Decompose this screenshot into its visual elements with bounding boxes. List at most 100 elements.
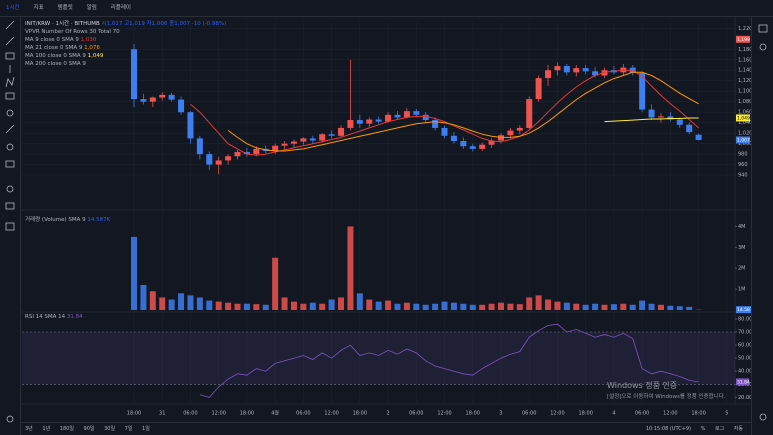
ma-legend-row: MA 200 close 0 SMA 9: [25, 60, 226, 68]
log[interactable]: 로그: [715, 426, 725, 432]
interval[interactable]: 1시간: [6, 5, 20, 11]
range[interactable]: 3년: [25, 426, 33, 432]
tool-icon[interactable]: [6, 415, 14, 423]
x-tick-label: 3: [499, 411, 502, 417]
toolbar-item[interactable]: 지표: [33, 5, 44, 11]
volume-bar: [272, 257, 279, 310]
y-tick-label: 1,020: [738, 131, 751, 137]
panel-icon[interactable]: [759, 43, 767, 51]
volume-bar: [563, 302, 570, 310]
ma-value: 1,030: [80, 37, 97, 43]
rsi-tick-label: 60.00: [738, 343, 751, 349]
volume-bar: [469, 304, 476, 310]
price-badge-label: 1,049: [737, 115, 750, 121]
volume-bar: [178, 293, 185, 310]
ma-name: MA 100 close 0 SMA 9: [25, 53, 86, 59]
volume-bar: [262, 304, 269, 310]
volume-last: 14.587K: [87, 217, 111, 223]
auto[interactable]: 자동: [733, 426, 743, 432]
volume-bar: [385, 300, 392, 310]
candle-body: [290, 141, 297, 144]
tool-icon[interactable]: [6, 109, 14, 117]
volume-bar: [545, 299, 552, 310]
x-tick-label: 12:00: [663, 411, 677, 417]
tool-icon[interactable]: [6, 143, 14, 151]
tool-icon[interactable]: [5, 124, 15, 134]
candle-body: [375, 119, 382, 122]
indicator-note: VPVR Number Of Rows 30 Total 70: [25, 29, 120, 35]
ma-name: MA 9 close 0 SMA 9: [25, 37, 79, 43]
percent[interactable]: %: [700, 426, 706, 432]
volume-title: 거래량 (Volume) SMA 9: [25, 217, 86, 223]
y-tick-label: 1,060: [738, 110, 751, 116]
candle-body: [488, 140, 495, 145]
price-badge-label: 1,199: [737, 37, 750, 43]
tool-icon[interactable]: [5, 52, 15, 60]
rsi-tick-label: 70.00: [738, 330, 751, 336]
candle-body: [554, 66, 561, 71]
range[interactable]: 7일: [124, 426, 133, 432]
volume-tick-label: 4M: [738, 224, 746, 230]
volume-bar: [441, 301, 448, 310]
rsi-badge: [736, 378, 749, 386]
ma-value: 1,049: [87, 53, 104, 59]
ma-legend-row: MA 100 close 0 SMA 9 1,049: [25, 52, 226, 60]
candle-body: [309, 138, 316, 141]
tool-icon[interactable]: [6, 185, 14, 193]
volume-bar: [140, 284, 147, 310]
panel-icon[interactable]: [759, 413, 767, 421]
toolbar-item[interactable]: 알림: [86, 5, 97, 11]
tool-icon[interactable]: [5, 160, 15, 168]
tool-icon[interactable]: [5, 76, 15, 88]
y-tick-label: 1,000: [738, 141, 751, 147]
candle-body: [667, 116, 674, 120]
x-tick-label: 06:00: [409, 411, 423, 417]
volume-bar: [686, 306, 693, 310]
candle-body: [356, 120, 363, 124]
tool-icon[interactable]: [5, 222, 15, 231]
volume-bar: [290, 301, 297, 310]
x-tick-label: 18:00: [691, 411, 705, 417]
candle-body: [319, 134, 326, 141]
tool-icon[interactable]: [5, 20, 15, 30]
range[interactable]: 90일: [83, 426, 95, 432]
ohlc: 시1,017 고1,019 저1,006 종1,007 -10 (-0.98%): [101, 21, 227, 27]
range[interactable]: 30일: [104, 426, 116, 432]
volume-tick-label: 2M: [738, 266, 746, 272]
candle-body: [168, 94, 175, 100]
candle-body: [347, 120, 354, 128]
rsi-badge-label: 31.84: [737, 379, 750, 385]
volume-bar: [488, 303, 495, 310]
tool-icon[interactable]: [5, 36, 15, 46]
candle-body: [281, 143, 288, 146]
volume-bar: [338, 297, 345, 310]
rsi-legend: RSI 14 SMA 14 31.84: [25, 314, 83, 320]
candle-body: [328, 134, 335, 136]
toolbar-item[interactable]: 템플릿: [57, 5, 73, 11]
volume-bar: [629, 304, 636, 310]
toolbar-item[interactable]: 리플레이: [110, 5, 131, 11]
candle-body: [187, 112, 194, 139]
candle-body: [385, 114, 392, 122]
candle-body: [441, 127, 448, 136]
candle-body: [535, 78, 542, 100]
volume-bar: [375, 301, 382, 310]
volume-bar: [479, 304, 486, 310]
volume-bar: [356, 293, 363, 310]
ma-legend-row: MA 21 close 0 SMA 9 1,076: [25, 44, 226, 52]
volume-bar: [610, 304, 617, 310]
range[interactable]: 180일: [59, 426, 74, 432]
range[interactable]: 1년: [42, 426, 51, 432]
candle-body: [253, 148, 260, 155]
range[interactable]: 1일: [142, 426, 150, 432]
tool-icon[interactable]: [5, 202, 15, 210]
tool-icon[interactable]: [5, 92, 15, 100]
ma-line: [604, 117, 699, 123]
price-badge: [736, 35, 750, 43]
candle-body: [131, 49, 137, 100]
rsi-last: 31.84: [66, 314, 83, 320]
candle-body: [657, 116, 664, 118]
watermark-text: [설정]으로 이동하여 Windows를 정품 인증합니다.: [607, 394, 726, 400]
panel-icon[interactable]: [758, 24, 768, 33]
